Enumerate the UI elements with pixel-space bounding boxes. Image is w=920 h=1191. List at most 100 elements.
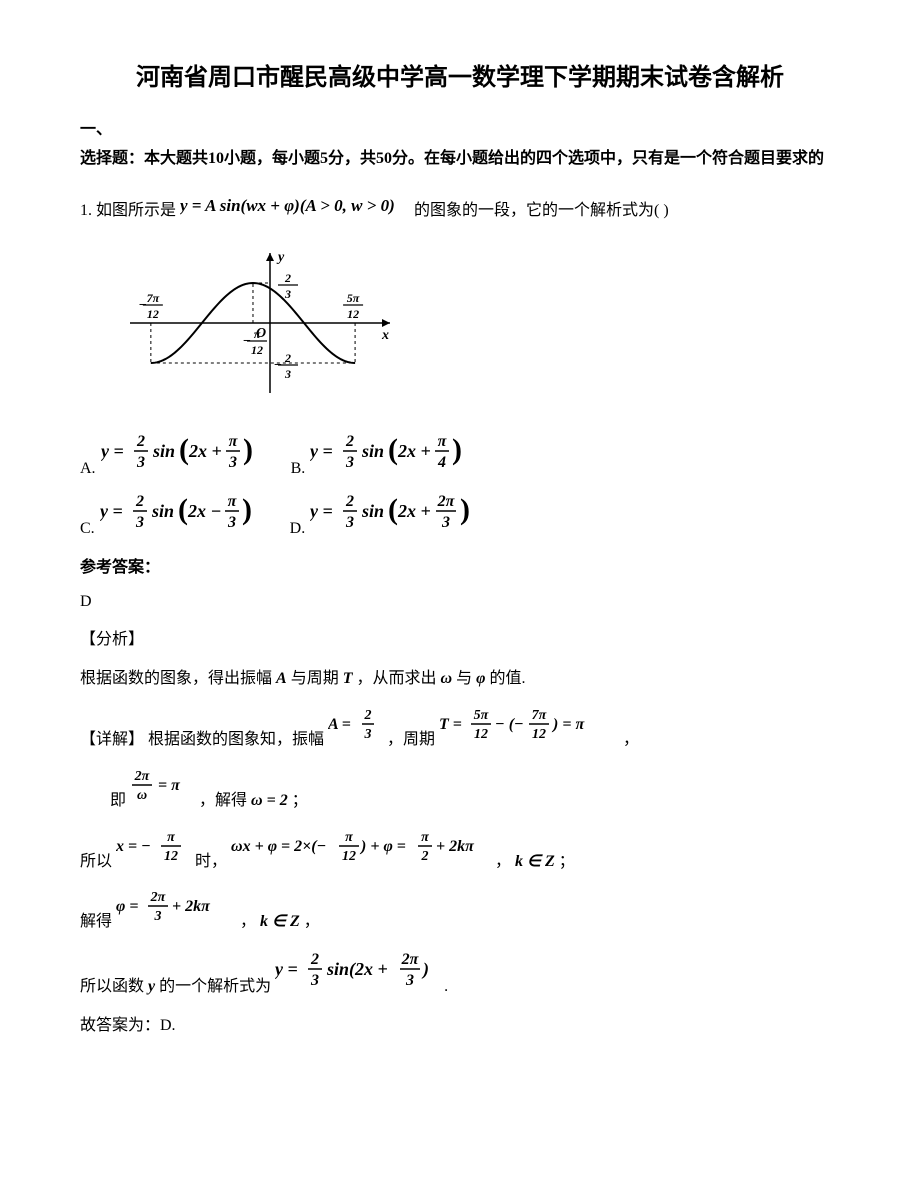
detail-formula-x: x = − π 12 [116,826,191,877]
analysis-text: 根据函数的图象，得出振幅 A 与周期 T ，从而求出 ω 与 φ 的值. [80,665,840,694]
detail-formula-phi-eq: ωx + φ = 2×(− π 12 ) + φ = π 2 + 2kπ [231,826,491,877]
svg-text:): ) [460,493,470,526]
option-c: C. y = 2 3 sin ( 2x − π 3 ) [80,489,260,544]
svg-text:(: ( [388,493,398,526]
svg-text:ωx + φ = 2×(−: ωx + φ = 2×(− [231,838,326,855]
svg-text:π: π [228,433,238,450]
svg-text:12: 12 [164,849,178,864]
svg-text:3: 3 [345,454,354,471]
option-a: A. y = 2 3 sin ( 2x + π 3 ) [80,429,261,484]
svg-text:12: 12 [147,307,159,321]
svg-text:12: 12 [474,727,488,742]
svg-text:): ) [452,433,462,466]
svg-text:5π: 5π [347,291,360,305]
svg-text:2x +: 2x + [188,441,222,461]
section-number: 一、 [80,121,112,138]
detail-formula-phi: φ = 2π 3 + 2kπ [116,886,236,937]
detail-line-4: 解得 φ = 2π 3 + 2kπ ， k ∈ Z ， [80,886,840,937]
analysis-label: 【分析】 [80,626,840,655]
svg-text:2: 2 [310,951,319,968]
svg-text:(: ( [179,433,189,466]
svg-text:2: 2 [284,351,291,365]
svg-text:4: 4 [437,454,446,471]
option-d-formula: y = 2 3 sin ( 2x + 2π 3 ) [310,489,480,544]
svg-text:π: π [438,433,448,450]
svg-text:x = −: x = − [116,838,151,855]
detail-line-1: 【详解】 根据函数的图象知，振幅 A = 2 3 ，周期 T = 5π 12 −… [80,704,840,755]
conclusion: 故答案为：D. [80,1012,840,1041]
svg-text:π: π [421,830,429,845]
options: A. y = 2 3 sin ( 2x + π 3 ) [80,429,840,544]
svg-text:): ) [242,493,252,526]
svg-text:− (−: − (− [495,716,524,733]
svg-text:+ 2kπ: + 2kπ [436,838,475,855]
svg-text:3: 3 [284,287,291,301]
answer-label: 参考答案： [80,554,840,583]
svg-text:π: π [167,830,175,845]
svg-text:+ 2kπ: + 2kπ [172,898,211,915]
detail-formula-T: T = 5π 12 − (− 7π 12 ) = π [439,704,619,755]
detail-formula-omega-eq: 2π ω = π [130,765,195,816]
svg-text:= π: = π [158,777,181,794]
svg-text:12: 12 [532,727,546,742]
svg-text:3: 3 [405,972,414,989]
svg-text:sin: sin [361,441,384,461]
detail-formula-kz2: k ∈ Z [260,908,300,937]
svg-text:3: 3 [228,454,237,471]
svg-text:2: 2 [345,433,354,450]
svg-text:3: 3 [345,514,354,531]
svg-text:π: π [227,493,237,510]
svg-text:2x −: 2x − [187,501,221,521]
svg-text:(: ( [178,493,188,526]
stem-formula: y = A sin(wx + φ)(A > 0, w > 0) [180,194,410,229]
detail-formula-omega: ω = 2 [251,787,288,816]
detail-line-5: 所以函数 y 的一个解析式为 y = 2 3 sin(2x + 2π 3 ) . [80,947,840,1002]
stem-suffix: 的图象的一段，它的一个解析式为( ) [414,202,669,219]
svg-text:5π: 5π [474,708,489,723]
svg-text:sin(2x +: sin(2x + [326,959,388,980]
detail-line-3: 所以 x = − π 12 时， ωx + φ = 2×(− π 12 ) + … [80,826,840,877]
option-c-formula: y = 2 3 sin ( 2x − π 3 ) [100,489,260,544]
page-title: 河南省周口市醒民高级中学高一数学理下学期期末试卷含解析 [80,60,840,96]
section-header: 一、 选择题：本大题共10小题，每小题5分，共50分。在每小题给出的四个选项中，… [80,116,840,174]
detail-formula-final: y = 2 3 sin(2x + 2π 3 ) [275,947,440,1002]
svg-text:y =: y = [310,501,333,521]
svg-text:7π: 7π [147,291,160,305]
option-d: D. y = 2 3 sin ( 2x + 2π 3 ) [290,489,481,544]
svg-text:y =: y = [101,441,124,461]
option-c-label: C. [80,515,95,544]
svg-text:3: 3 [441,514,450,531]
svg-text:3: 3 [154,909,162,924]
section-text: 选择题：本大题共10小题，每小题5分，共50分。在每小题给出的四个选项中，只有是… [80,150,824,167]
svg-text:φ =: φ = [116,898,138,915]
problem-stem: 1. 如图所示是 y = A sin(wx + φ)(A > 0, w > 0)… [80,194,840,229]
detail-formula-A: A = 2 3 [328,704,383,755]
answer-value: D [80,588,840,617]
svg-text:sin: sin [151,501,174,521]
svg-text:): ) [421,959,429,980]
svg-text:3: 3 [136,454,145,471]
svg-text:2: 2 [345,493,354,510]
detail-formula-kz: k ∈ Z [515,848,555,877]
svg-text:(: ( [388,433,398,466]
svg-text:3: 3 [310,972,319,989]
svg-text:sin: sin [152,441,175,461]
svg-text:2x +: 2x + [397,501,431,521]
svg-text:ω: ω [137,788,147,803]
option-d-label: D. [290,515,306,544]
svg-text:) = π: ) = π [551,716,585,733]
svg-text:sin: sin [361,501,384,521]
svg-text:y: y [276,250,285,265]
option-a-label: A. [80,455,96,484]
svg-text:y =: y = [100,501,123,521]
svg-text:12: 12 [251,343,263,357]
svg-text:12: 12 [342,849,356,864]
svg-text:2π: 2π [134,769,150,784]
stem-prefix: 如图所示是 [96,202,176,219]
svg-text:2: 2 [284,271,291,285]
svg-text:T =: T = [439,716,462,733]
svg-text:2π: 2π [150,890,166,905]
svg-text:7π: 7π [532,708,547,723]
svg-text:2: 2 [136,433,145,450]
svg-text:) + φ =: ) + φ = [359,838,406,855]
